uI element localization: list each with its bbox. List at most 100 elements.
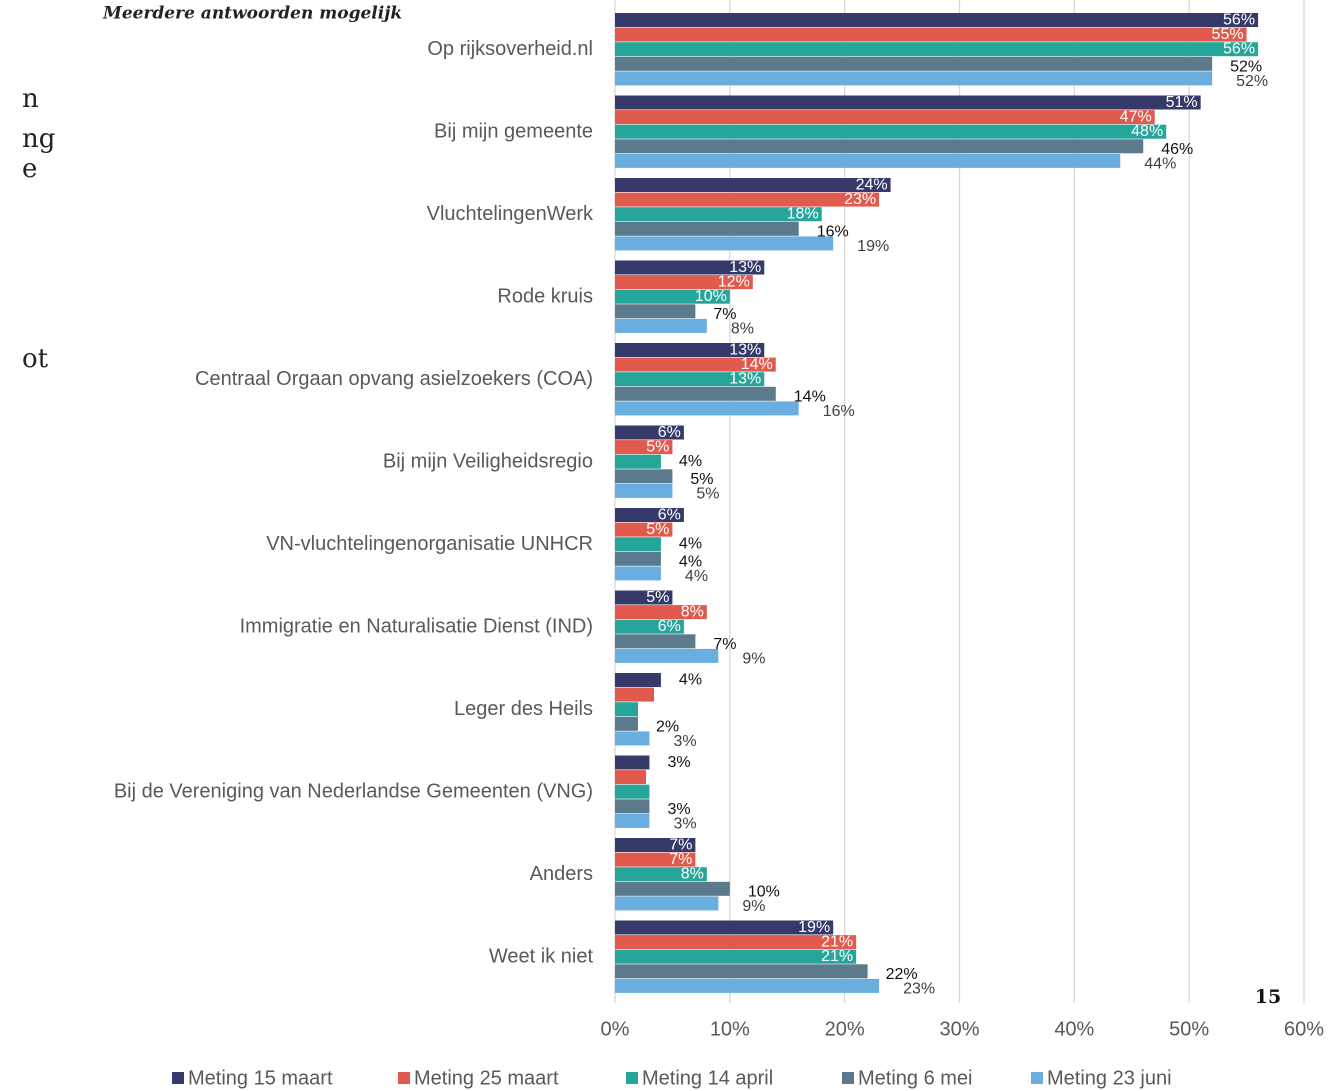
data-label: 14%	[794, 388, 826, 405]
bar	[615, 551, 661, 566]
data-label: 21%	[821, 948, 853, 965]
x-tick-label: 0%	[601, 1018, 630, 1040]
data-label: 12%	[718, 274, 750, 291]
category-label: Op rijksoverheid.nl	[427, 38, 593, 60]
legend-label: Meting 15 maart	[188, 1067, 333, 1089]
data-label: 48%	[1131, 123, 1163, 140]
bar	[615, 221, 799, 236]
bar	[615, 260, 765, 275]
bar	[615, 343, 765, 357]
data-label: 9%	[742, 650, 765, 667]
data-label: 51%	[1166, 94, 1198, 111]
data-label: 13%	[729, 342, 761, 359]
x-tick-label: 60%	[1284, 1018, 1324, 1040]
data-label: 19%	[857, 238, 889, 255]
category-label: Weet ik niet	[489, 945, 594, 967]
category-label: Immigratie en Naturalisatie Dienst (IND)	[240, 615, 593, 637]
bar	[615, 124, 1167, 139]
legend-swatch	[398, 1072, 410, 1084]
bar	[615, 935, 857, 950]
bar	[615, 755, 650, 770]
bar	[615, 236, 834, 251]
data-label: 4%	[679, 453, 702, 470]
data-label: 3%	[667, 754, 690, 771]
data-label: 5%	[646, 589, 669, 606]
bar	[615, 964, 868, 979]
x-tick-label: 10%	[710, 1018, 750, 1040]
legend-label: Meting 14 april	[642, 1067, 773, 1089]
category-label: VN-vluchtelingenorganisatie UNHCR	[266, 533, 593, 555]
data-label: 6%	[658, 618, 681, 635]
data-label: 13%	[729, 259, 761, 276]
bar	[615, 440, 673, 455]
data-label: 5%	[646, 521, 669, 538]
bar	[615, 920, 834, 935]
category-label: Bij mijn Veiligheidsregio	[383, 450, 593, 472]
bar	[615, 56, 1213, 71]
bar	[615, 483, 673, 498]
data-label: 19%	[798, 919, 830, 936]
category-label: Leger des Heils	[454, 698, 593, 720]
bar	[615, 619, 684, 634]
bar	[615, 590, 673, 605]
data-label: 6%	[658, 424, 681, 441]
bar	[615, 799, 650, 814]
category-label: Anders	[530, 863, 593, 885]
bar	[615, 949, 857, 964]
data-label: 7%	[713, 636, 736, 653]
bar	[615, 896, 719, 911]
bar	[615, 275, 753, 290]
bar	[615, 813, 650, 828]
x-tick-label: 50%	[1169, 1018, 1209, 1040]
bar	[615, 508, 684, 522]
bar	[615, 634, 696, 649]
legend-swatch	[1031, 1072, 1043, 1084]
bar	[615, 687, 655, 702]
category-label: VluchtelingenWerk	[427, 203, 594, 225]
bar	[615, 673, 661, 687]
fragment: e	[22, 154, 37, 184]
category-label: Rode kruis	[497, 285, 593, 307]
bar	[615, 978, 880, 993]
data-label: 7%	[669, 851, 692, 868]
data-label: 4%	[679, 672, 702, 689]
data-label: 7%	[669, 837, 692, 854]
data-label: 14%	[741, 356, 773, 373]
bar	[615, 648, 719, 663]
data-label: 44%	[1144, 155, 1176, 172]
bar	[615, 178, 891, 192]
bar	[615, 867, 707, 882]
data-label: 56%	[1223, 41, 1255, 58]
data-label: 8%	[731, 320, 754, 337]
data-label: 16%	[823, 403, 855, 420]
data-label: 5%	[690, 471, 713, 488]
legend-swatch	[842, 1072, 854, 1084]
legend-label: Meting 25 maart	[414, 1067, 559, 1089]
data-label: 3%	[673, 733, 696, 750]
bar	[615, 357, 776, 372]
bar	[615, 401, 799, 416]
bar	[615, 289, 730, 304]
data-label: 8%	[681, 866, 704, 883]
bar	[615, 153, 1121, 168]
data-label: 7%	[713, 306, 736, 323]
bar	[615, 425, 684, 440]
x-tick-label: 30%	[939, 1018, 979, 1040]
data-label: 3%	[673, 815, 696, 832]
bar	[615, 731, 650, 746]
bar	[615, 42, 1259, 57]
bar	[615, 566, 661, 581]
bar	[615, 454, 661, 469]
bar	[615, 110, 1155, 125]
bar	[615, 881, 730, 896]
data-label: 55%	[1212, 26, 1244, 43]
page-number: 15	[1255, 986, 1281, 1008]
fragment: ot	[22, 344, 49, 374]
data-label: 10%	[695, 288, 727, 305]
data-label: 2%	[656, 718, 679, 735]
category-label: Centraal Orgaan opvang asielzoekers (COA…	[195, 368, 593, 390]
data-label: 56%	[1223, 12, 1255, 29]
bar	[615, 537, 661, 552]
bar	[615, 605, 707, 620]
data-label: 4%	[679, 553, 702, 570]
